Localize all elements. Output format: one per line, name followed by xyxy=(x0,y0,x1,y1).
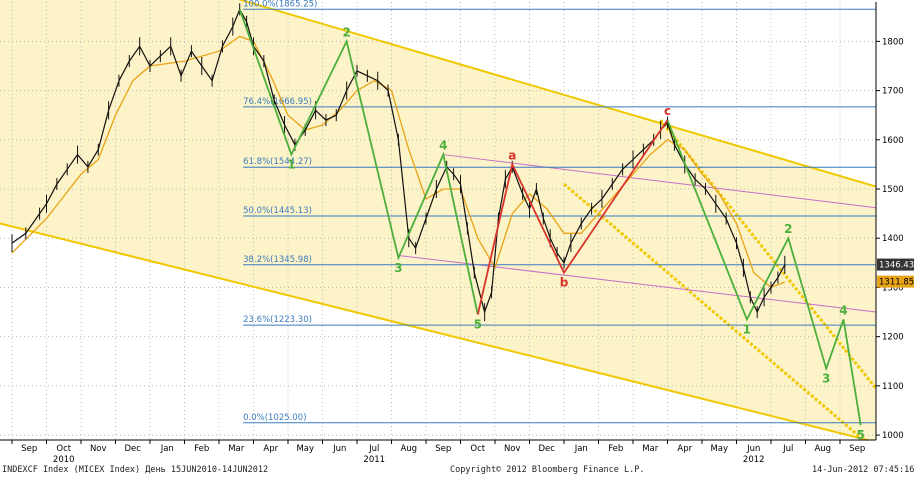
footer-left: INDEXCF Index (MICEX Index) День 15JUN20… xyxy=(2,465,269,475)
y-axis-tick-label: 1000 xyxy=(882,431,904,441)
y-axis-tick-label: 1200 xyxy=(882,333,904,343)
x-axis-month-label: Feb xyxy=(194,444,209,454)
x-axis-month-label: Feb xyxy=(608,444,623,454)
channel-upper-line xyxy=(239,0,877,188)
x-axis-month-label: Sep xyxy=(435,444,451,454)
x-axis-month-label: Jun xyxy=(746,444,760,454)
inner-channel-lower xyxy=(563,182,862,439)
x-axis-month-label: Oct xyxy=(470,444,485,454)
x-axis-month-label: Mar xyxy=(228,444,245,454)
x-axis-month-label: Mar xyxy=(642,444,659,454)
red-wave xyxy=(476,119,669,315)
wave-label: b xyxy=(560,276,569,290)
inner-channel-upper xyxy=(659,119,878,390)
fib-level-label: 0.0%(1025.00) xyxy=(243,413,306,423)
y-axis-tick-label: 1600 xyxy=(882,136,904,146)
wave-label: 2 xyxy=(342,25,350,39)
x-axis-year-label: 2012 xyxy=(743,455,765,465)
wave-label: c xyxy=(664,104,671,118)
price-line xyxy=(11,8,786,315)
x-axis-month-label: Apr xyxy=(263,444,278,454)
x-axis-month-label: Aug xyxy=(400,444,417,454)
y-axis-tick-label: 1800 xyxy=(882,37,904,47)
footer-timestamp: 14-Jun-2012 07:45:16 xyxy=(812,465,914,475)
price-tag-box xyxy=(877,275,914,288)
price-tag-label: 1346.43 xyxy=(879,261,914,271)
x-axis-month-label: Jan xyxy=(160,444,174,454)
channel-lower-line xyxy=(0,222,868,441)
wave-label: 4 xyxy=(439,139,447,153)
footer-copyright: Copyright© 2012 Bloomberg Finance L.P. xyxy=(450,465,645,475)
fib-level-label: 50.0%(1445.13) xyxy=(243,206,312,216)
x-axis-month-label: Sep xyxy=(21,444,37,454)
fib-level-label: 61.8%(1544.27) xyxy=(243,157,312,167)
fib-level-label: 38.2%(1345.98) xyxy=(243,255,312,265)
y-axis-tick-label: 1100 xyxy=(882,382,904,392)
fib-level-label: 100.0%(1865.25) xyxy=(243,0,317,9)
x-axis-year-label: 2011 xyxy=(363,455,385,465)
price-tag-label: 1311.85 xyxy=(879,278,914,288)
y-axis-tick-label: 1700 xyxy=(882,87,904,97)
x-axis-month-label: Jul xyxy=(368,444,379,454)
wave-label: 2 xyxy=(784,222,792,236)
y-axis-tick-label: 1400 xyxy=(882,234,904,244)
x-axis-month-label: Jan xyxy=(574,444,588,454)
wave-label: 5 xyxy=(857,428,865,442)
wave-label: a xyxy=(508,148,516,162)
wave-label: 3 xyxy=(394,261,402,275)
x-axis-month-label: May xyxy=(710,444,728,454)
x-axis-month-label: Sep xyxy=(849,444,865,454)
x-axis-month-label: Jun xyxy=(332,444,346,454)
y-axis-tick-label: 1300 xyxy=(882,283,904,293)
x-axis-month-label: Nov xyxy=(90,444,107,454)
price-tag-box xyxy=(877,258,914,271)
x-axis-month-label: Jul xyxy=(782,444,793,454)
x-axis-month-label: Aug xyxy=(814,444,831,454)
wave-label: 5 xyxy=(474,318,482,332)
green-wave-2 xyxy=(666,119,862,426)
x-axis-year-label: 2010 xyxy=(53,455,75,465)
pink-line-upper xyxy=(443,154,877,209)
x-axis-month-label: May xyxy=(296,444,314,454)
x-axis-month-label: Dec xyxy=(539,444,556,454)
y-axis-tick-label: 1500 xyxy=(882,185,904,195)
wave-label: 1 xyxy=(743,322,751,336)
wave-label: 3 xyxy=(822,372,830,386)
wave-label: 1 xyxy=(287,158,295,172)
fib-level-label: 76.4%(1666.95) xyxy=(243,97,312,107)
x-axis-month-label: Dec xyxy=(125,444,142,454)
fib-level-label: 23.6%(1223.30) xyxy=(243,315,312,325)
green-wave-1 xyxy=(238,9,479,315)
x-axis-month-label: Nov xyxy=(504,444,521,454)
x-axis-month-label: Apr xyxy=(677,444,692,454)
x-axis-month-label: Oct xyxy=(56,444,71,454)
wave-label: 4 xyxy=(839,303,847,317)
